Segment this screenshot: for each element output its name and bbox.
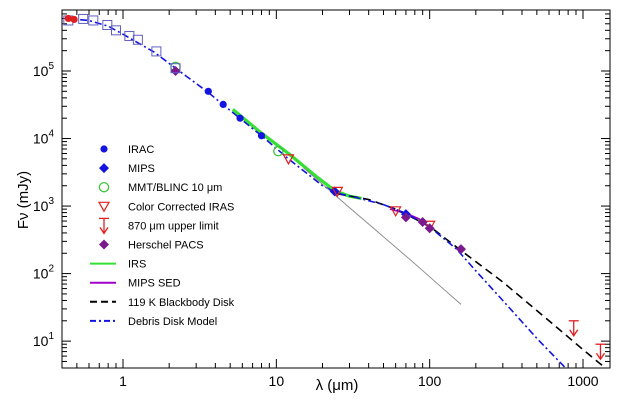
data-point-5-0 [170,65,181,76]
data-point-11-6 [132,34,143,45]
legend-entry: IRAC [100,144,154,156]
y-tick-exponent: 1 [48,331,54,342]
x-tick-label: 1 [119,373,127,389]
legend-marker [98,181,110,193]
data-point-2-1 [273,145,284,157]
x-tick-label: 10 [269,373,285,389]
data-point-0-1 [219,100,227,109]
legend-label: MMT/BLINC 10 μm [128,182,222,194]
data-point-0-2 [236,114,244,122]
data-point-11-2 [88,15,99,26]
legend-label: Herschel PACS [128,240,204,252]
y-tick-label: 104 [33,129,55,147]
data-point-4-1 [595,343,606,361]
y-tick-exponent: 2 [48,264,54,275]
data-point-3-0 [282,154,295,166]
data-point-3-2 [389,206,402,218]
legend-label: Color Corrected IRAS [128,201,234,213]
legend-entry: MIPS [99,163,155,175]
y-tick-label: 105 [33,61,55,79]
series-line-8 [337,193,607,368]
upper-limit-head [595,352,606,361]
legend-marker [99,239,109,250]
upper-limit-head [99,227,109,235]
y-tick-label: 101 [33,331,55,349]
y-axis-label: Fν (mJy) [15,171,32,229]
legend-entry: 870 μm upper limit [99,217,219,235]
data-point-11-8 [170,63,181,74]
data-point-0-3 [257,132,266,140]
data-point-3-1 [331,186,344,198]
legend-entry: MIPS SED [90,278,181,290]
y-tick-base: 10 [33,266,49,282]
data-point-5-2 [417,217,428,228]
data-point-0-0 [204,87,212,95]
legend-label: MIPS SED [128,278,181,290]
data-point-5-3 [424,223,435,234]
y-tick-exponent: 3 [48,196,54,207]
legend-label: 870 μm upper limit [128,220,219,232]
y-tick-base: 10 [33,63,49,79]
legend-marker [100,145,108,153]
data-point-11-7 [151,46,162,57]
y-tick-exponent: 5 [48,61,54,72]
legend-entry: Debris Disk Model [90,316,217,328]
legend-label: IRAC [128,144,154,156]
legend-label: MIPS [128,163,155,175]
data-point-5-4 [455,244,466,255]
data-point-11-3 [102,19,113,30]
legend-entry: 119 K Blackbody Disk [90,297,235,309]
legend-marker [99,217,109,235]
data-point-11-4 [110,25,121,36]
y-tick-base: 10 [33,131,49,147]
legend-entry: Herschel PACS [99,239,204,252]
plot-frame [61,9,611,369]
data-point-11-1 [78,13,89,24]
legend-label: Debris Disk Model [128,316,217,328]
legend-entry: Color Corrected IRAS [97,201,234,213]
y-tick-label: 103 [33,196,55,214]
data-point-5-1 [400,212,411,223]
data-point-12-0 [64,14,72,23]
series-line-9 [65,17,567,368]
y-tick-exponent: 4 [48,129,54,140]
series-line-6 [231,108,362,200]
legend-label: 119 K Blackbody Disk [128,297,235,309]
data-point-4-0 [568,320,579,337]
data-point-12-1 [70,15,78,24]
x-tick-label: 100 [418,373,442,389]
upper-limit-head [569,329,579,337]
x-tick-label: 1000 [567,373,598,389]
legend-label: IRS [128,259,146,271]
legend-entry: MMT/BLINC 10 μm [98,181,222,194]
legend-marker [97,201,111,213]
y-tick-base: 10 [33,198,49,214]
x-axis-label: λ (μm) [316,377,359,394]
y-tick-base: 10 [33,333,49,349]
legend-entry: IRS [90,259,146,271]
y-tick-label: 102 [33,264,55,282]
series-line-10 [303,167,462,305]
legend-marker [99,163,109,174]
